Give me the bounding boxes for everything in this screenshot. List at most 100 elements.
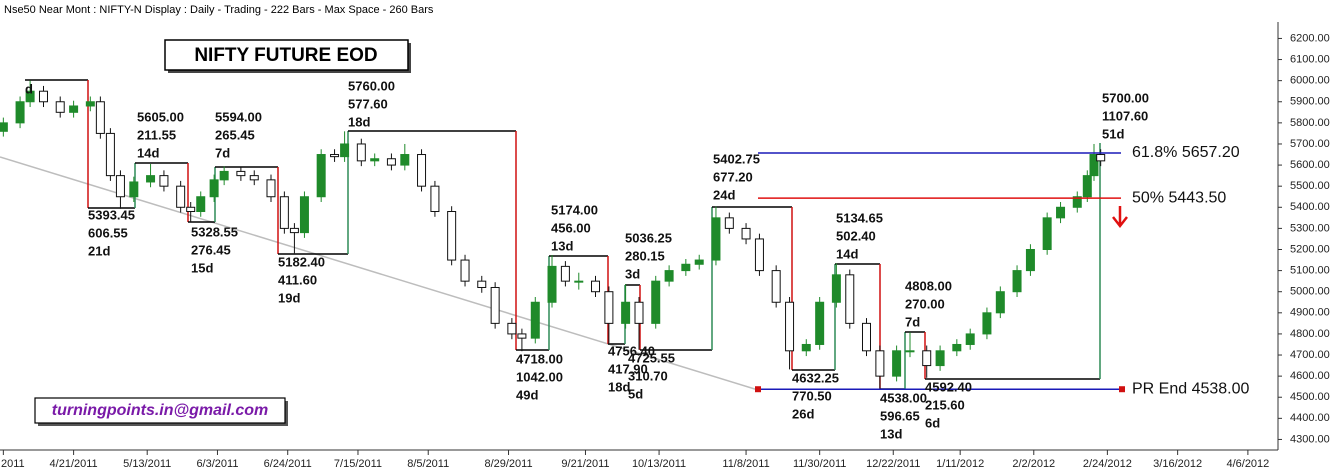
candle-body [299,196,309,234]
chart-title: NIFTY FUTURE EOD [194,45,377,66]
x-tick-label: 5/13/2011 [123,458,171,470]
annotation: 51d [1102,126,1124,141]
candle-body [530,301,540,339]
candle-body [517,333,527,339]
annotation: 5328.55 [191,224,238,239]
annotation: 1042.00 [516,369,563,384]
y-tick-label: 5400.00 [1290,201,1330,213]
header: Nse50 Near Mont : NIFTY-N Display : Dail… [4,4,434,16]
x-tick-label: 2011 [1,458,25,470]
annotation: 5594.00 [215,109,262,124]
annotation: 19d [278,290,300,305]
annotation: 14d [836,246,858,261]
annotation: 4808.00 [905,278,952,293]
annotation: 4632.25 [792,370,839,385]
candle-body [965,333,975,345]
annotation: 4592.40 [925,379,972,394]
annotation: 280.15 [625,248,665,263]
annotation: 5174.00 [551,202,598,217]
y-tick-label: 5300.00 [1290,222,1330,234]
candle-body [249,175,259,181]
annotation: 1107.60 [1102,108,1148,123]
y-tick-label: 6200.00 [1290,32,1330,44]
candle-body [935,350,945,367]
y-tick-label: 5200.00 [1290,243,1330,255]
y-tick-label: 5600.00 [1290,159,1330,171]
annotation: 502.40 [836,228,876,243]
annotation: 417.90 [608,361,648,376]
annotation: 4756.40 [608,343,655,358]
candle-body [681,263,691,272]
annotation: 5036.25 [625,230,672,245]
trend-line [0,156,759,391]
candle-body [1025,248,1035,272]
candle-body [417,154,427,187]
candle-body [55,101,65,113]
level-marker [1119,386,1125,393]
candle-body [591,280,601,293]
candle-body [15,101,25,124]
annotation: 18d [608,379,630,394]
annotation: 5700.00 [1102,90,1149,105]
x-tick-label: 11/30/2011 [793,458,846,470]
annotation: 270.00 [905,296,945,311]
candle-body [460,259,470,282]
candle-body [922,350,932,367]
annotation: 13d [880,426,902,441]
level-label: 61.8% 5657.20 [1132,144,1240,161]
candle-body [604,291,614,324]
candle-body [25,90,35,103]
candle-body [831,274,841,303]
candle-body [219,170,229,181]
candle-body [266,179,276,198]
level-label: PR End 4538.00 [1132,380,1250,397]
x-tick-label: 4/21/2011 [50,458,98,470]
candle-body [982,312,992,335]
candle-body [95,101,105,134]
candle-body [724,217,734,229]
annotation: 6d [925,415,940,430]
x-tick-label: 3/16/2012 [1153,458,1202,470]
candle-body [845,274,855,324]
down-arrow [1112,206,1128,229]
candle-body [861,322,871,352]
annotation: 7d [215,145,230,160]
y-tick-label: 4600.00 [1290,370,1330,382]
annotation: 15d [191,260,213,275]
candle-body [1056,206,1066,219]
y-tick-label: 6000.00 [1290,75,1330,87]
candle-body [340,143,350,158]
candle-body [621,301,631,324]
annotation: 215.60 [925,397,965,412]
candle-body [105,132,115,177]
level-label: 50% 5443.50 [1132,189,1226,206]
candle-body [1082,175,1092,198]
annotation: 770.50 [792,388,832,403]
x-tick-label: 2/24/2012 [1083,458,1132,470]
candles [0,80,1106,390]
candle-body [785,301,795,352]
candle-body [0,122,8,132]
x-tick-label: 2/2/2012 [1012,458,1055,470]
y-tick-label: 6100.00 [1290,53,1330,65]
annotation: 310.70 [628,368,668,383]
annotation: 577.60 [348,96,388,111]
candle-body [560,265,570,282]
candle-body [356,143,366,162]
annotation: 14d [137,145,159,160]
candle-body [815,301,825,345]
x-tick-label: 12/22/2011 [866,458,920,470]
y-tick-label: 5900.00 [1290,96,1330,108]
axis-ticks: 4300.00 4400.00 4500.00 4600.00 4700.00 4800.… [1,32,1330,470]
candle-body [1042,217,1052,250]
candle-body [38,90,48,103]
annotation: 24d [713,187,735,202]
x-tick-label: 7/15/2011 [334,458,382,470]
annotations: d 5393.45 606.55 21d 5605.00 211.55 14d 5328.55… [25,78,1149,441]
candle-body [477,280,487,288]
annotation: 211.55 [137,127,176,142]
annotation: 5d [628,386,643,401]
annotation: 7d [905,314,920,329]
candle-body [711,217,721,261]
